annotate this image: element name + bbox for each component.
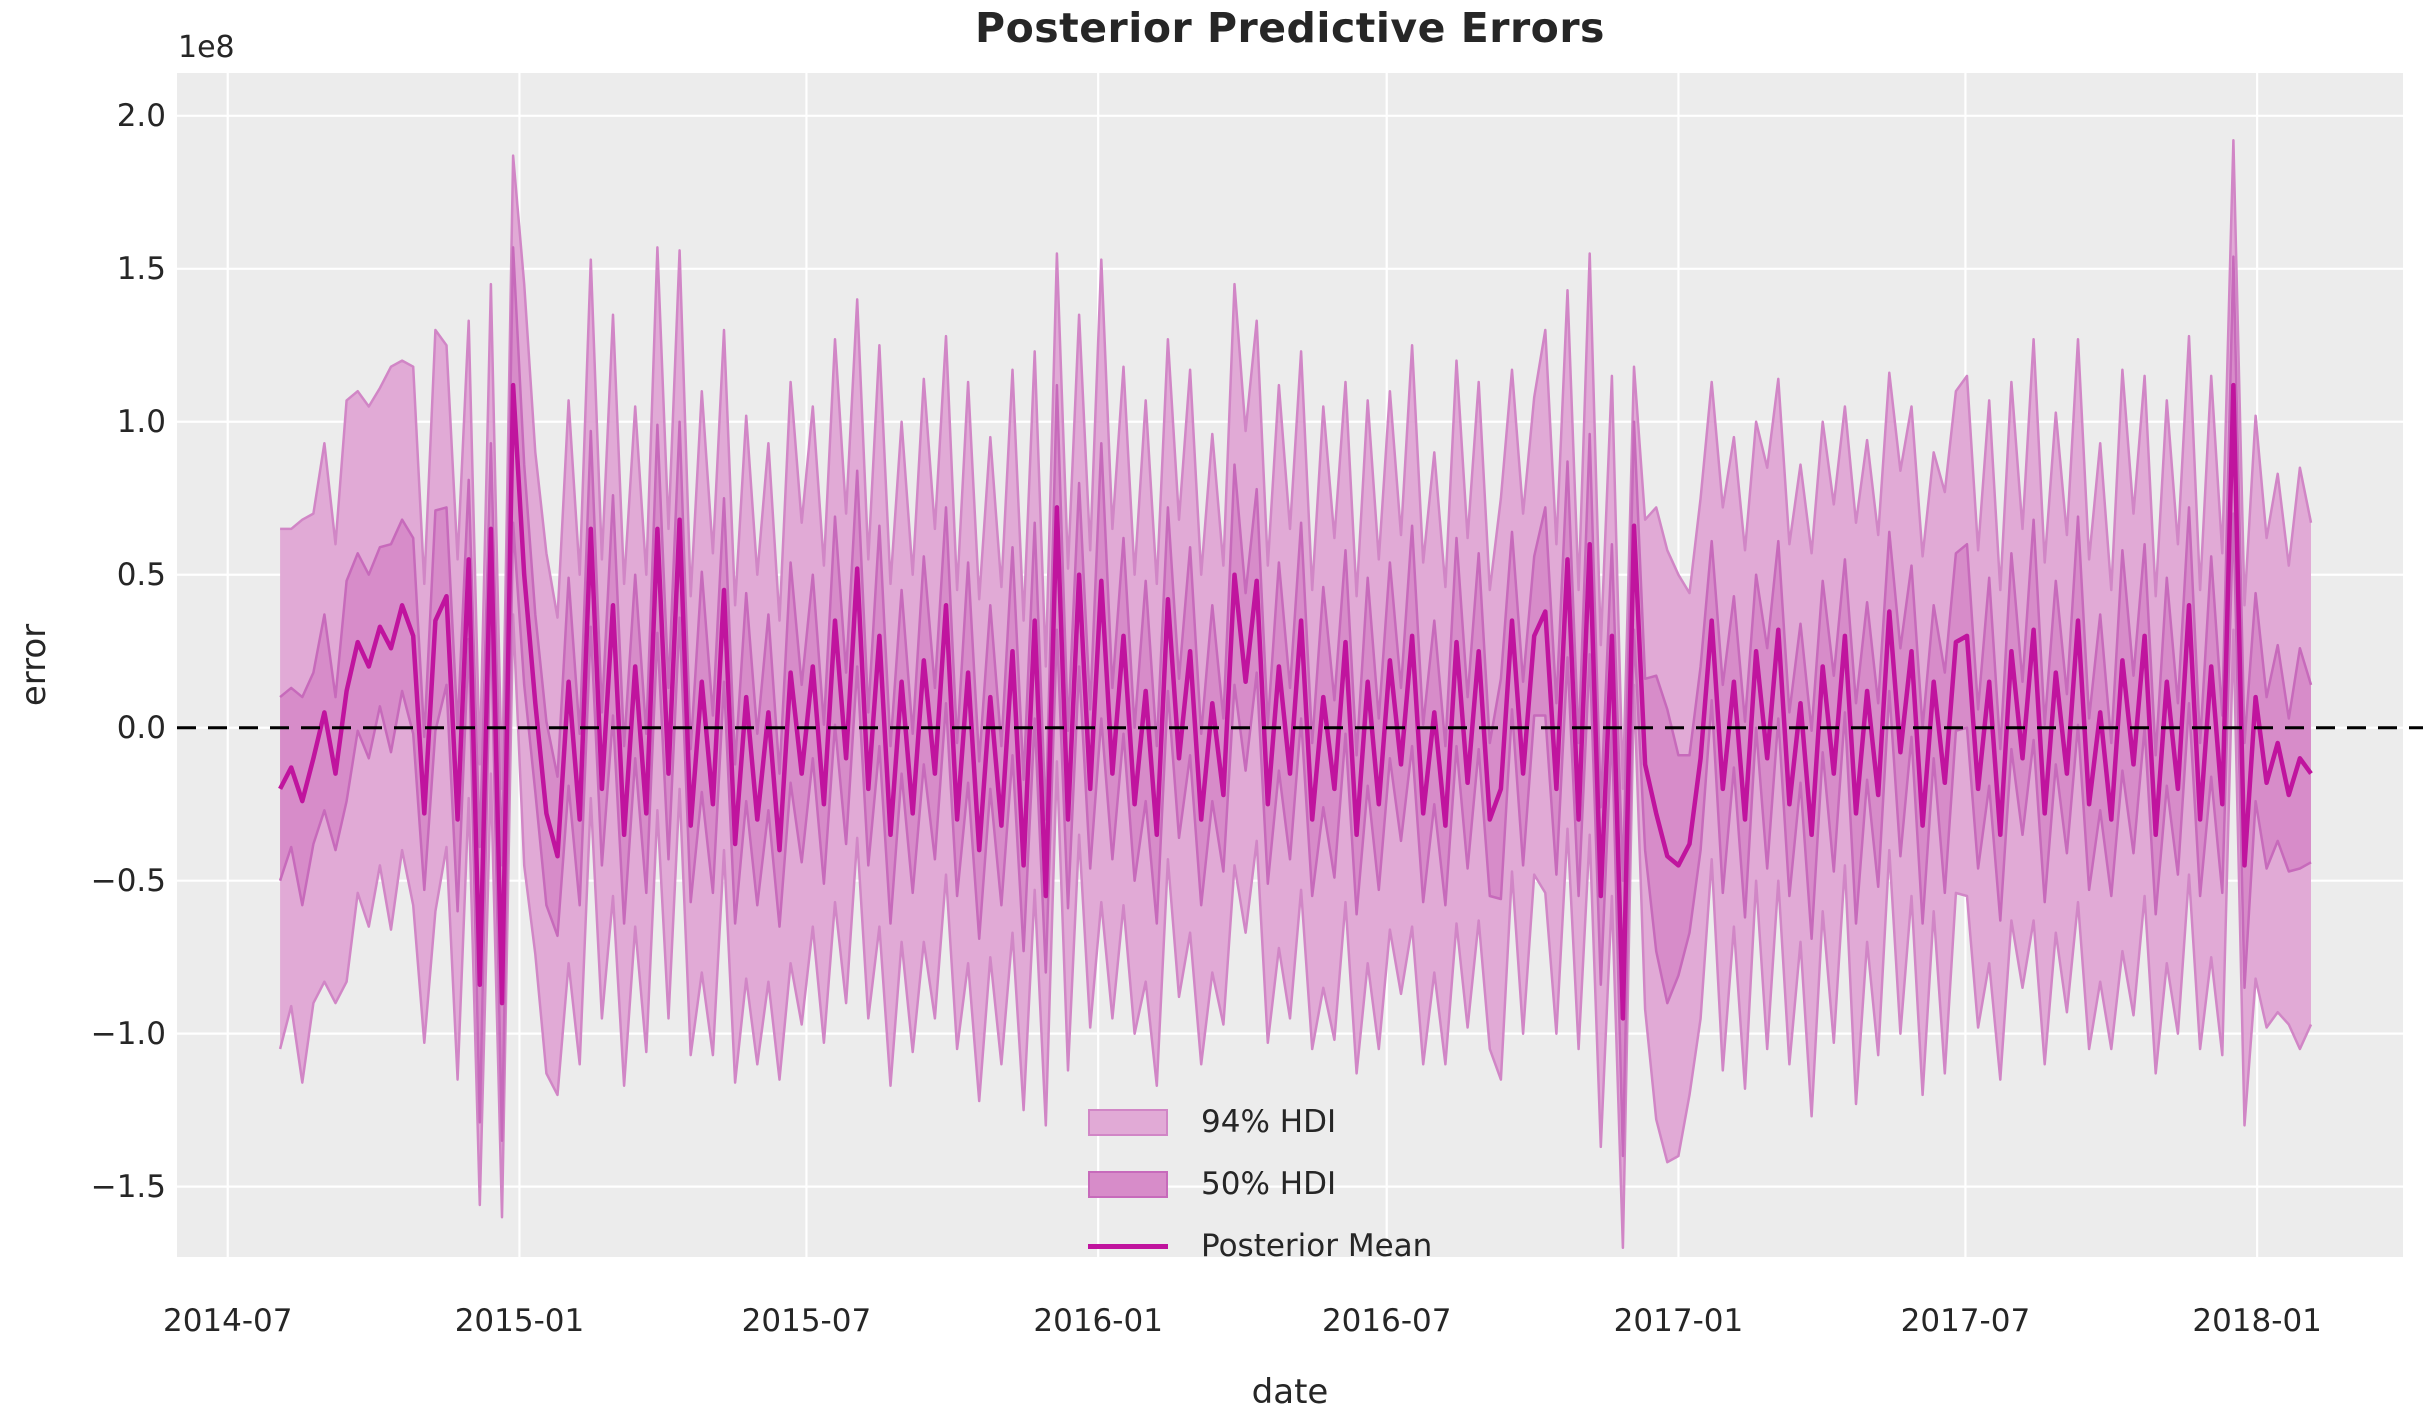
x-axis-label: date bbox=[1251, 1372, 1329, 1412]
hdi94-band-swatch bbox=[1088, 1108, 1168, 1136]
legend-item-94-hdi: 94% HDI bbox=[1088, 1104, 1432, 1140]
hdi-band-edge bbox=[278, 613, 2313, 1250]
hdi-band-edge bbox=[279, 246, 2313, 882]
y-tick-label: −0.5 bbox=[90, 862, 166, 899]
y-axis-offset-text: 1e8 bbox=[178, 30, 235, 65]
x-tick-label: 2015-07 bbox=[741, 1303, 872, 1339]
y-tick-label: 0.5 bbox=[116, 556, 166, 593]
x-tick-label: 2015-01 bbox=[454, 1303, 585, 1339]
posterior-mean-line-swatch bbox=[1088, 1243, 1168, 1249]
x-tick-label: 2018-01 bbox=[2192, 1303, 2322, 1339]
legend-label-94-hdi: 94% HDI bbox=[1201, 1104, 1337, 1140]
y-tick-label: 0.0 bbox=[116, 709, 166, 746]
hdi-band-edge bbox=[280, 139, 2313, 791]
hdi50-band-swatch bbox=[1088, 1170, 1168, 1198]
legend-item-posterior-mean: Posterior Mean bbox=[1088, 1228, 1432, 1264]
x-tick-label: 2016-07 bbox=[1321, 1303, 1452, 1339]
y-axis-label: error bbox=[14, 623, 54, 707]
y-tick-label: 1.5 bbox=[116, 250, 166, 287]
y-tick-label: 2.0 bbox=[116, 97, 166, 134]
x-tick-label: 2017-07 bbox=[1900, 1303, 2031, 1339]
x-tick-label: 2017-01 bbox=[1613, 1303, 1744, 1339]
posterior-mean-line bbox=[278, 382, 2313, 1021]
x-tick-label: 2016-01 bbox=[1033, 1303, 1163, 1339]
x-tick-label: 2014-07 bbox=[162, 1303, 293, 1339]
legend-label-50-hdi: 50% HDI bbox=[1201, 1166, 1337, 1202]
hdi-band-edge bbox=[278, 512, 2312, 1158]
legend-item-50-hdi: 50% HDI bbox=[1088, 1166, 1432, 1202]
legend-label-posterior-mean: Posterior Mean bbox=[1201, 1228, 1433, 1264]
y-tick-label: 1.0 bbox=[116, 403, 166, 440]
chart-title: Posterior Predictive Errors bbox=[975, 4, 1605, 52]
y-tick-label: −1.5 bbox=[90, 1168, 166, 1205]
legend: 94% HDI 50% HDI Posterior Mean bbox=[1088, 1104, 1432, 1264]
y-tick-label: −1.0 bbox=[90, 1015, 166, 1052]
